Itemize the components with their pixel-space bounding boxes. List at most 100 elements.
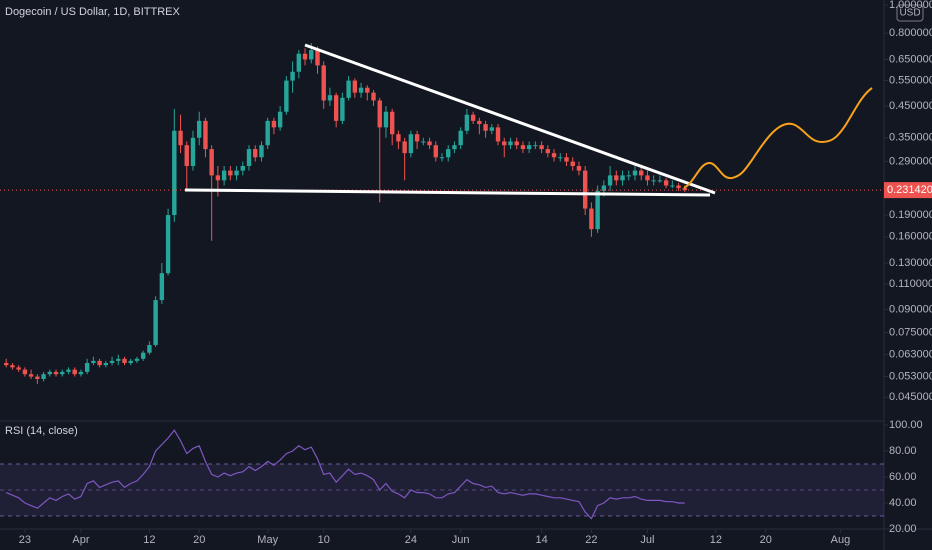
candle-body — [639, 170, 644, 176]
candle-body — [414, 134, 420, 142]
candle-body — [66, 369, 71, 372]
candle-body — [589, 208, 594, 230]
y-tick-label: 0.13000000 — [889, 257, 932, 269]
candle-body — [620, 175, 625, 181]
x-tick-label: Aug — [831, 534, 851, 546]
candle-body — [109, 360, 115, 364]
currency-label: USD — [899, 8, 920, 19]
chart-title: Dogecoin / US Dollar, 1D, BITTREX — [5, 6, 181, 18]
candle-body — [296, 53, 302, 72]
candle-body — [526, 145, 532, 150]
candle-body — [209, 149, 214, 176]
candle-body — [340, 97, 345, 121]
candle-body — [346, 80, 351, 98]
candle-body — [614, 175, 619, 181]
candle-body — [265, 120, 270, 146]
candle-body — [72, 369, 77, 375]
candle-body — [670, 185, 675, 187]
candle-body — [570, 161, 575, 167]
candle-body — [651, 180, 656, 182]
x-tick-label: Apr — [72, 534, 89, 546]
candle-body — [246, 149, 252, 167]
candle-body — [97, 360, 102, 366]
candle-body — [103, 363, 109, 366]
y-tick-label: 0.16000000 — [889, 231, 932, 243]
rsi-tick-label: 100.00 — [889, 419, 923, 431]
candle-body — [545, 149, 551, 154]
lower-trendline — [184, 188, 711, 197]
candle-body — [489, 127, 495, 131]
y-tick-label: 1.00000000 — [889, 0, 932, 11]
y-tick-label: 0.06300000 — [889, 349, 932, 361]
candle-body — [253, 149, 258, 158]
x-tick-label: May — [257, 534, 278, 546]
candle-body — [582, 170, 588, 209]
candle-body — [178, 130, 183, 146]
candle-body — [645, 175, 650, 181]
candle-body — [402, 141, 407, 154]
candle-body — [601, 185, 607, 191]
candle-body — [377, 100, 382, 128]
candle-body — [271, 120, 277, 128]
candle-body — [215, 175, 221, 181]
candle-body — [35, 376, 40, 379]
candle-body — [539, 145, 544, 150]
y-tick-label: 0.65000000 — [889, 53, 932, 65]
candle-body — [60, 371, 65, 375]
candle-body — [228, 170, 233, 176]
x-tick-label: 12 — [710, 534, 722, 546]
candle-body — [128, 360, 133, 364]
candle-body — [470, 114, 476, 121]
rsi-tick-label: 60.00 — [889, 471, 917, 483]
candle-body — [657, 180, 663, 182]
candle-body — [676, 185, 681, 189]
candle-body — [396, 134, 401, 142]
candle-body — [452, 145, 457, 150]
candle-body — [383, 111, 389, 128]
candle-body — [408, 134, 414, 154]
candle-body — [122, 358, 127, 364]
y-tick-label: 0.09000000 — [889, 303, 932, 315]
y-tick-label: 0.55000000 — [889, 74, 932, 86]
candle-body — [458, 130, 463, 146]
candle-body — [284, 80, 289, 112]
candle-body — [91, 360, 96, 364]
candle-body — [203, 120, 208, 150]
candle-body — [116, 358, 121, 361]
candle-body — [607, 175, 613, 186]
candle-body — [433, 145, 438, 158]
candle-body — [16, 367, 21, 370]
candle-body — [41, 374, 46, 379]
x-tick-label: 23 — [19, 534, 31, 546]
x-tick-label: 24 — [405, 534, 417, 546]
candle-body — [277, 111, 283, 128]
x-tick-label: 12 — [143, 534, 155, 546]
y-tick-label: 0.04500000 — [889, 391, 932, 403]
candle-body — [508, 141, 513, 146]
candle-body — [184, 145, 189, 167]
candle-body — [190, 137, 196, 167]
candle-body — [333, 95, 339, 121]
candle-body — [551, 153, 557, 158]
candle-body — [421, 141, 426, 143]
candle-body — [663, 180, 669, 186]
candle-body — [290, 71, 295, 81]
candle-body — [172, 130, 177, 216]
candle-body — [576, 166, 582, 171]
candle-body — [389, 111, 395, 135]
currency-badge[interactable] — [896, 4, 924, 22]
price-pane — [0, 4, 888, 398]
candle-body — [22, 369, 28, 375]
upper-trendline — [304, 43, 716, 195]
y-tick-label: 0.07500000 — [889, 327, 932, 339]
candle-body — [302, 53, 308, 60]
candle-body — [327, 95, 333, 101]
y-tick-label: 0.29000000 — [889, 155, 932, 167]
candle-body — [464, 114, 470, 131]
candle-body — [533, 145, 538, 147]
y-tick-label: 0.80000000 — [889, 27, 932, 39]
candle-body — [309, 50, 314, 60]
candle-body — [352, 80, 358, 93]
